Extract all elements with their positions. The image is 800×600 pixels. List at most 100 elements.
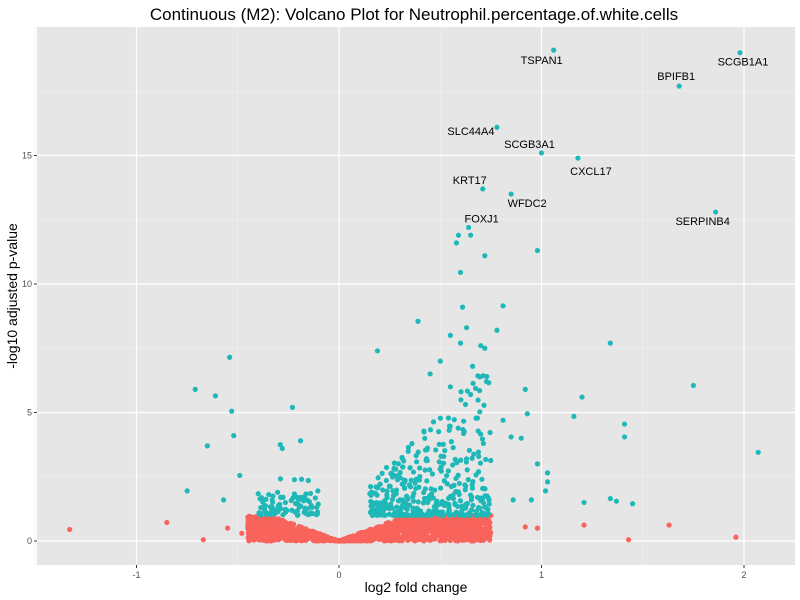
point-significant	[383, 477, 389, 484]
point-significant	[374, 492, 380, 498]
point-significant	[450, 462, 456, 468]
point-labeled	[551, 47, 557, 53]
point-not-significant	[459, 537, 466, 543]
point-significant	[375, 485, 381, 491]
point-labeled	[538, 150, 545, 156]
point-significant	[220, 497, 227, 503]
point-significant	[384, 492, 390, 498]
point-significant	[478, 343, 484, 349]
point-significant	[438, 468, 444, 474]
point-not-significant	[282, 528, 288, 534]
point-significant	[447, 332, 453, 338]
point-significant	[468, 391, 474, 398]
point-significant	[273, 507, 279, 513]
point-significant	[470, 502, 476, 508]
point-significant	[452, 501, 458, 508]
point-significant	[405, 448, 411, 454]
point-significant	[367, 484, 374, 490]
point-significant	[297, 496, 304, 502]
point-not-significant	[261, 537, 267, 543]
point-not-significant	[468, 538, 475, 544]
point-significant	[262, 502, 269, 509]
x-tick-label: 0	[336, 570, 341, 580]
point-significant	[534, 247, 541, 254]
point-significant	[453, 509, 459, 515]
point-not-significant	[339, 537, 345, 543]
point-not-significant	[437, 538, 443, 544]
point-significant	[481, 485, 487, 492]
point-significant	[481, 402, 487, 408]
point-significant	[494, 327, 500, 333]
point-significant	[480, 495, 486, 502]
point-significant	[407, 465, 413, 471]
point-not-significant	[475, 520, 481, 527]
point-significant	[579, 394, 585, 400]
point-significant	[377, 506, 384, 513]
point-not-significant	[320, 535, 326, 541]
point-not-significant	[378, 531, 384, 537]
point-significant	[440, 441, 446, 447]
point-not-significant	[454, 529, 461, 536]
point-significant	[410, 494, 416, 500]
point-significant	[403, 511, 409, 517]
point-significant	[306, 499, 313, 505]
point-significant	[462, 401, 469, 408]
point-not-significant	[348, 535, 354, 541]
point-significant	[425, 495, 431, 501]
point-significant	[302, 505, 308, 511]
point-significant	[510, 497, 516, 503]
point-not-significant	[374, 526, 380, 532]
point-not-significant	[479, 526, 485, 532]
point-significant	[465, 477, 471, 483]
point-significant	[436, 441, 442, 447]
point-significant	[621, 434, 628, 440]
point-significant	[471, 451, 477, 457]
point-significant	[483, 456, 489, 463]
point-label: WFDC2	[508, 198, 547, 210]
point-not-significant	[392, 529, 399, 535]
x-axis-label: log2 fold change	[365, 579, 468, 595]
point-significant	[305, 511, 311, 518]
point-not-significant	[625, 537, 632, 543]
point-significant	[460, 426, 466, 433]
point-significant	[475, 428, 481, 434]
point-not-significant	[391, 535, 397, 542]
point-significant	[255, 491, 261, 497]
point-not-significant	[445, 525, 451, 531]
point-significant	[369, 508, 375, 514]
point-not-significant	[258, 524, 264, 530]
point-significant	[468, 232, 474, 238]
point-significant	[613, 498, 620, 504]
point-significant	[455, 489, 462, 495]
point-significant	[393, 466, 399, 472]
point-significant	[463, 325, 470, 331]
point-significant	[282, 499, 288, 506]
point-not-significant	[393, 517, 399, 523]
point-significant	[485, 510, 492, 517]
point-not-significant	[486, 518, 492, 524]
point-labels: TSPAN1 SCGB1A1 BPIFB1 SLC44A4 SCGB3A1 CXCL17 K…	[447, 55, 768, 228]
point-label: SLC44A4	[447, 126, 494, 138]
point-not-significant	[409, 525, 415, 531]
point-not-significant	[249, 517, 255, 523]
point-significant	[630, 501, 636, 507]
point-significant	[410, 469, 417, 475]
gridlines	[34, 27, 795, 565]
point-significant	[382, 498, 388, 504]
point-significant	[314, 511, 320, 517]
point-significant	[464, 388, 470, 394]
point-significant	[480, 500, 487, 506]
point-significant	[479, 509, 485, 516]
point-significant	[192, 386, 198, 392]
point-significant	[469, 485, 476, 491]
point-not-significant	[488, 530, 494, 536]
point-significant	[486, 380, 492, 386]
point-significant	[292, 509, 298, 515]
point-significant	[408, 477, 414, 483]
point-label: SCGB1A1	[718, 57, 769, 69]
point-significant	[534, 461, 541, 467]
x-tick-label: -1	[132, 570, 140, 580]
axis-ticks: -1 0 1 2 0 5 10 15	[22, 151, 747, 581]
point-significant	[466, 447, 472, 453]
point-not-significant	[300, 529, 306, 536]
